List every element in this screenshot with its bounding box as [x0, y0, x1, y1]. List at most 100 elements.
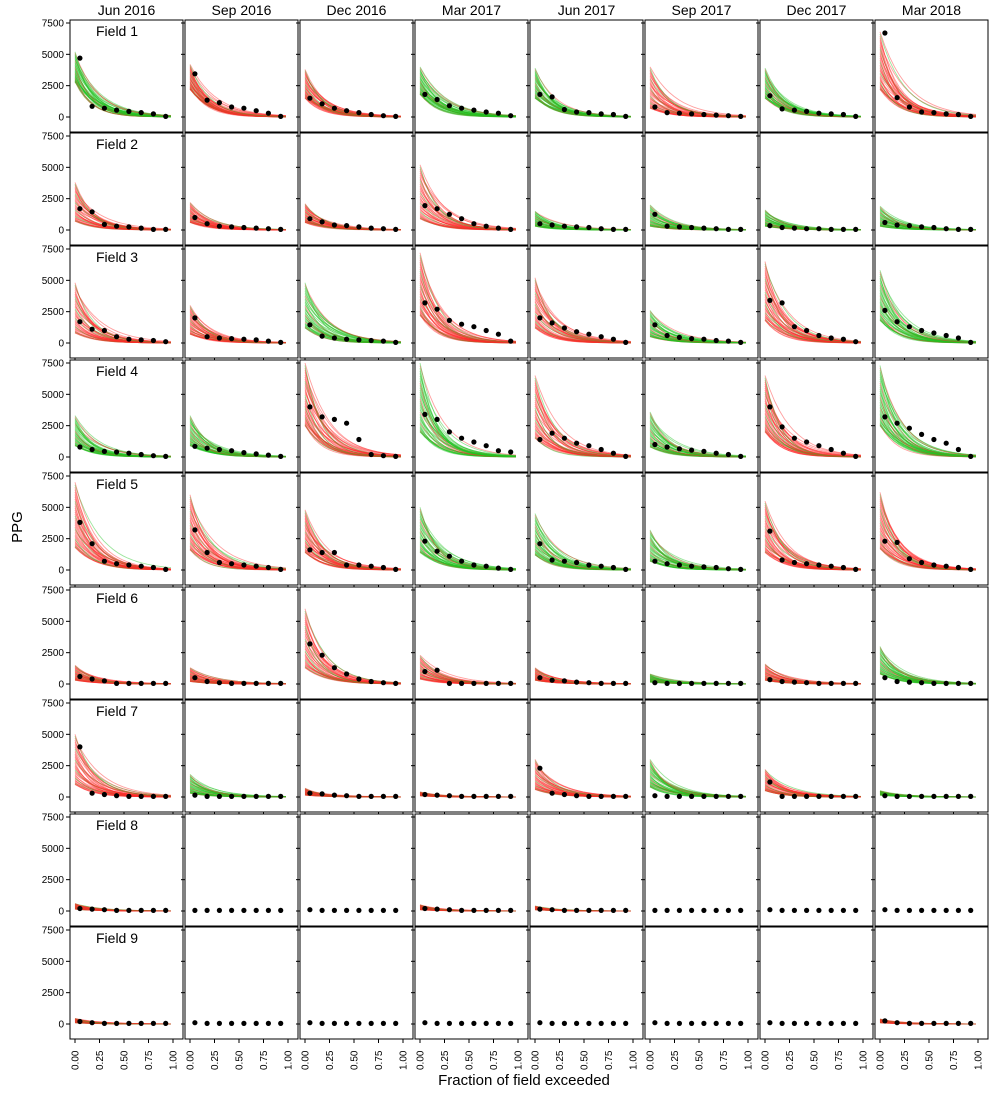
simulated-curve [764, 272, 862, 343]
simulated-curve [534, 377, 632, 457]
y-tick-label: 2500 [42, 761, 65, 772]
observed-point [508, 1020, 514, 1026]
observed-point [204, 1020, 210, 1026]
observed-point [471, 1020, 477, 1026]
observed-point [150, 453, 156, 459]
observed-point [804, 793, 810, 799]
simulated-curve [534, 327, 631, 344]
simulated-curve [419, 382, 517, 458]
observed-point [446, 317, 452, 323]
panel-frame [529, 699, 644, 813]
panel-frame [759, 586, 874, 700]
simulated-curve [74, 737, 172, 796]
panel-r3-c7 [756, 245, 874, 362]
simulated-curve [419, 378, 517, 458]
column-header: Sep 2017 [672, 2, 732, 18]
observed-point [738, 339, 744, 345]
observed-point [204, 97, 210, 103]
simulated-curve [419, 389, 517, 458]
panel-frame [529, 472, 644, 586]
simulated-curve [419, 314, 516, 344]
observed-point [163, 339, 169, 345]
simulated-curve [74, 77, 172, 118]
simulated-curve [534, 380, 632, 458]
simulated-curve [879, 415, 977, 458]
observed-point [331, 665, 337, 671]
simulated-curve [74, 74, 172, 118]
observed-point [434, 206, 440, 212]
observed-point [906, 104, 912, 110]
simulated-curve [534, 324, 632, 344]
observed-point [598, 907, 604, 913]
observed-point [840, 564, 846, 571]
observed-point [574, 907, 580, 913]
observed-point [483, 563, 489, 569]
simulated-curve [764, 304, 862, 344]
panel-frame [414, 472, 529, 586]
simulated-curve [534, 325, 632, 344]
simulated-curve [534, 310, 632, 344]
observed-point [380, 680, 386, 686]
observed-point [598, 793, 604, 799]
observed-point [471, 324, 477, 330]
observed-point [495, 793, 501, 799]
observed-point [216, 446, 222, 453]
simulated-curve [649, 443, 747, 458]
simulated-curve [879, 376, 977, 457]
observed-point [163, 226, 169, 232]
simulated-curve [534, 425, 632, 458]
observed-point [652, 104, 658, 110]
panel-r1-c5: Jun 2017 [526, 2, 644, 136]
observed-point [713, 112, 719, 118]
observed-point [882, 307, 888, 313]
observed-point [652, 211, 658, 217]
observed-point [380, 226, 386, 232]
simulated-curve [419, 310, 517, 344]
observed-point [241, 336, 247, 342]
panel-frame [644, 699, 759, 813]
simulated-curve [534, 393, 632, 458]
simulated-curve [74, 544, 171, 571]
panel-r9-c4: 0.00 0.25 0.50 0.75 1.00 [411, 926, 529, 1070]
observed-point [216, 907, 222, 913]
observed-point [676, 446, 682, 452]
simulated-curve [764, 69, 861, 118]
simulated-curve [534, 277, 632, 344]
x-tick-label: 0.75 [259, 1050, 270, 1070]
observed-point [652, 558, 658, 564]
simulated-curve [419, 293, 517, 343]
observed-point [319, 414, 325, 420]
simulated-curve [879, 416, 977, 457]
observed-point [779, 1020, 785, 1026]
panel-r5-c8 [871, 472, 989, 589]
observed-point [816, 1020, 822, 1026]
panel-frame [644, 813, 759, 927]
simulated-curve [764, 71, 862, 118]
simulated-curve [74, 72, 172, 118]
observed-point [368, 793, 374, 799]
panel-r4-c8 [871, 359, 989, 476]
simulated-curve [419, 394, 517, 457]
simulated-curve [419, 385, 517, 457]
observed-point [701, 336, 707, 342]
observed-point [767, 223, 773, 229]
observed-point [738, 680, 744, 686]
simulated-curve [419, 431, 517, 457]
simulated-curve [764, 389, 862, 458]
y-tick-label: 0 [58, 339, 64, 350]
simulated-curve [764, 320, 861, 344]
observed-point [652, 907, 658, 913]
simulated-curve [419, 286, 517, 343]
observed-point [192, 315, 198, 321]
panel-r6-c2 [181, 586, 299, 703]
simulated-curve [879, 283, 977, 343]
observed-point [422, 668, 428, 675]
panel-frame [299, 359, 414, 473]
observed-point [278, 680, 284, 686]
observed-point [689, 224, 695, 231]
observed-point [265, 226, 271, 232]
column-header: Sep 2016 [212, 2, 272, 18]
simulated-curve [419, 311, 517, 343]
simulated-curve [534, 433, 631, 458]
observed-point [508, 226, 514, 232]
